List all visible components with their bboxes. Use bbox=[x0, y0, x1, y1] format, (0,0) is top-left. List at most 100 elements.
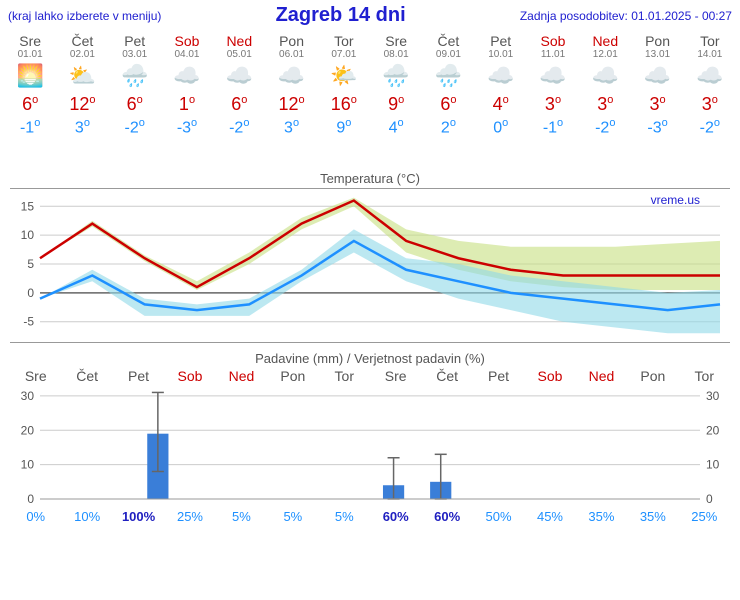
precip-day-label: Sre bbox=[370, 368, 421, 384]
precip-chart: 00101020203030 bbox=[10, 384, 730, 504]
forecast-day: Tor14.01 ☁️ 3o-2o bbox=[684, 33, 736, 137]
svg-text:5: 5 bbox=[27, 257, 34, 271]
precip-prob-label: 5% bbox=[319, 509, 370, 524]
day-date: 08.01 bbox=[370, 49, 422, 60]
day-high: 9o bbox=[370, 94, 422, 115]
precip-day-label: Tor bbox=[679, 368, 730, 384]
temp-chart-box: vreme.us -5051015 bbox=[10, 188, 730, 343]
forecast-day: Sob04.01☁️1o-3o bbox=[161, 33, 213, 137]
precip-prob-label: 25% bbox=[679, 509, 730, 524]
day-date: 13.01 bbox=[631, 49, 683, 60]
precip-day-label: Pet bbox=[113, 368, 164, 384]
day-date: 03.01 bbox=[109, 49, 161, 60]
day-date: 11.01 bbox=[527, 49, 579, 60]
day-name: Ned bbox=[213, 33, 265, 49]
precip-prob-label: 45% bbox=[524, 509, 575, 524]
day-low: -3o bbox=[161, 117, 213, 137]
day-low: -1o bbox=[527, 117, 579, 137]
day-high: 1o bbox=[161, 94, 213, 115]
svg-text:0: 0 bbox=[706, 492, 713, 504]
day-high: 12o bbox=[56, 94, 108, 115]
svg-text:10: 10 bbox=[21, 228, 35, 242]
weather-icon: 🌧️ bbox=[109, 62, 161, 90]
precip-day-label: Sre bbox=[10, 368, 61, 384]
svg-text:10: 10 bbox=[21, 458, 35, 472]
day-high: 6o bbox=[4, 94, 56, 115]
forecast-day: Pon13.01☁️3o-3o bbox=[631, 33, 683, 137]
precip-prob-labels: 0%10%100%25%5%5%5%60%60%50%45%35%35%25% bbox=[10, 509, 730, 524]
precip-prob-label: 5% bbox=[267, 509, 318, 524]
day-date: 14.01 bbox=[684, 49, 736, 60]
day-low: -2o bbox=[579, 117, 631, 137]
day-high: 3o bbox=[684, 94, 736, 115]
precip-prob-label: 25% bbox=[164, 509, 215, 524]
temp-chart-title: Temperatura (°C) bbox=[10, 171, 730, 186]
precip-prob-label: 10% bbox=[61, 509, 112, 524]
day-date: 04.01 bbox=[161, 49, 213, 60]
svg-text:0: 0 bbox=[27, 286, 34, 300]
day-high: 6o bbox=[213, 94, 265, 115]
precip-day-label: Čet bbox=[61, 368, 112, 384]
day-high: 6o bbox=[109, 94, 161, 115]
forecast-day: Tor07.01🌤️16o9o bbox=[318, 33, 370, 137]
day-low: 2o bbox=[422, 117, 474, 137]
forecast-day: Čet02.01 ⛅ 12o3o bbox=[56, 33, 108, 137]
precip-prob-label: 35% bbox=[576, 509, 627, 524]
weather-icon: ☁️ bbox=[579, 62, 631, 90]
day-low: 0o bbox=[475, 117, 527, 137]
last-update: Zadnja posodobitev: 01.01.2025 - 00:27 bbox=[520, 9, 732, 23]
day-name: Ned bbox=[579, 33, 631, 49]
precip-day-labels: SreČetPetSobNedPonTorSreČetPetSobNedPonT… bbox=[10, 368, 730, 384]
watermark: vreme.us bbox=[651, 193, 700, 207]
weather-icon: 🌅 bbox=[4, 62, 56, 90]
precip-day-label: Pon bbox=[627, 368, 678, 384]
svg-text:-5: -5 bbox=[23, 315, 34, 329]
day-high: 3o bbox=[527, 94, 579, 115]
precip-day-label: Čet bbox=[421, 368, 472, 384]
precip-day-label: Sob bbox=[524, 368, 575, 384]
weather-icon: ☁️ bbox=[213, 62, 265, 90]
svg-text:20: 20 bbox=[21, 424, 35, 438]
day-high: 3o bbox=[631, 94, 683, 115]
day-name: Čet bbox=[56, 33, 108, 49]
precip-prob-label: 50% bbox=[473, 509, 524, 524]
day-high: 12o bbox=[265, 94, 317, 115]
day-name: Čet bbox=[422, 33, 474, 49]
day-name: Pon bbox=[631, 33, 683, 49]
precip-day-label: Pet bbox=[473, 368, 524, 384]
weather-icon: 🌧️ bbox=[370, 62, 422, 90]
forecast-day: Pet03.01🌧️6o-2o bbox=[109, 33, 161, 137]
forecast-day: Pon06.01☁️12o3o bbox=[265, 33, 317, 137]
weather-icon: ☁️ bbox=[475, 62, 527, 90]
precip-day-label: Sob bbox=[164, 368, 215, 384]
day-date: 02.01 bbox=[56, 49, 108, 60]
precip-day-label: Ned bbox=[576, 368, 627, 384]
weather-icon: ☁️ bbox=[631, 62, 683, 90]
day-low: 3o bbox=[56, 117, 108, 137]
weather-icon: ☁️ bbox=[684, 62, 736, 90]
precip-prob-label: 5% bbox=[216, 509, 267, 524]
day-high: 6o bbox=[422, 94, 474, 115]
weather-icon: ⛅ bbox=[56, 62, 108, 90]
day-low: -2o bbox=[684, 117, 736, 137]
day-low: 9o bbox=[318, 117, 370, 137]
day-date: 09.01 bbox=[422, 49, 474, 60]
day-date: 10.01 bbox=[475, 49, 527, 60]
svg-text:10: 10 bbox=[706, 458, 720, 472]
weather-icon: ☁️ bbox=[265, 62, 317, 90]
forecast-day: Ned12.01 ☁️ 3o-2o bbox=[579, 33, 631, 137]
day-name: Tor bbox=[684, 33, 736, 49]
precip-prob-label: 100% bbox=[113, 509, 164, 524]
day-name: Pet bbox=[475, 33, 527, 49]
day-high: 16o bbox=[318, 94, 370, 115]
day-name: Sre bbox=[4, 33, 56, 49]
day-high: 3o bbox=[579, 94, 631, 115]
weather-icon: 🌧️ bbox=[422, 62, 474, 90]
day-name: Sob bbox=[527, 33, 579, 49]
menu-note: (kraj lahko izberete v meniju) bbox=[8, 9, 161, 23]
precip-prob-label: 35% bbox=[627, 509, 678, 524]
day-date: 12.01 bbox=[579, 49, 631, 60]
day-name: Pet bbox=[109, 33, 161, 49]
weather-icon: 🌤️ bbox=[318, 62, 370, 90]
svg-text:30: 30 bbox=[706, 389, 720, 403]
